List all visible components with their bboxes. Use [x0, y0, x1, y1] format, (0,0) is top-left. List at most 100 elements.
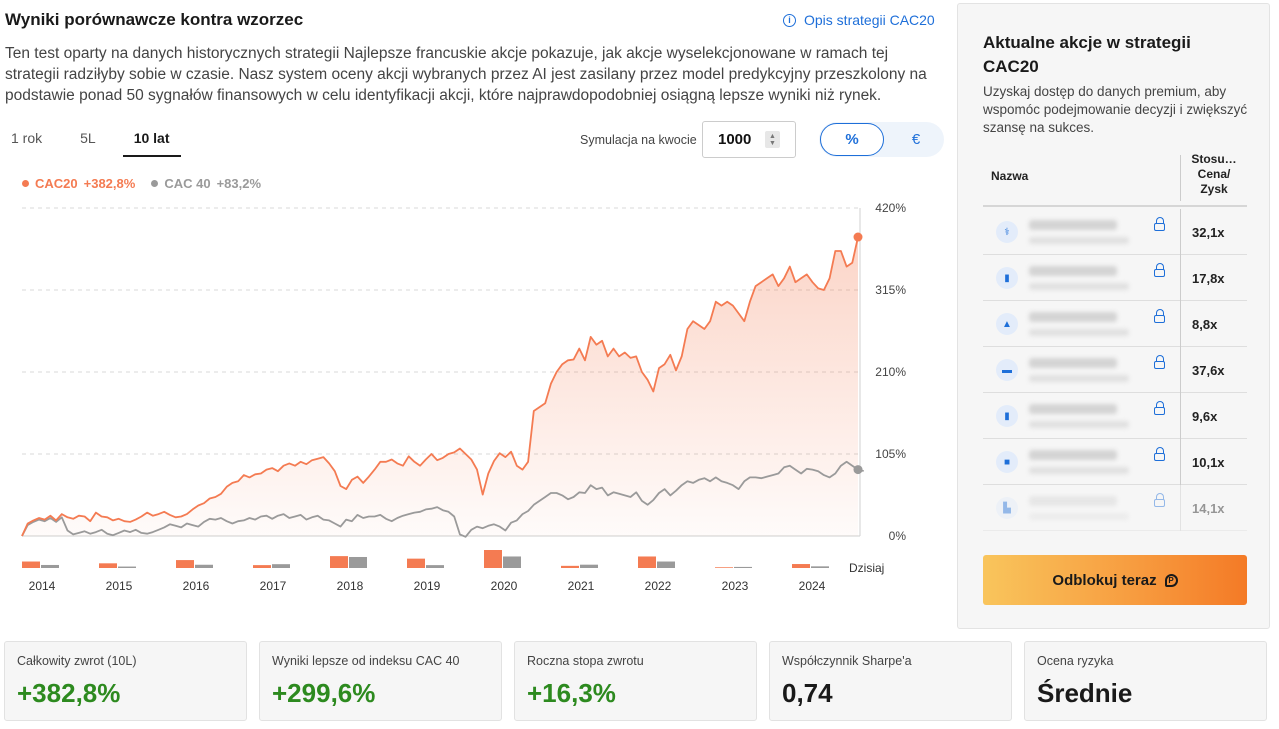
y-tick-label: 420%: [875, 201, 906, 215]
column-name-header[interactable]: Nazwa: [991, 169, 1029, 183]
premium-p-icon: P: [1164, 573, 1178, 587]
blurred-company-detail: [1029, 237, 1129, 244]
year-label: 2015: [106, 579, 133, 593]
blurred-company-name: [1029, 450, 1117, 460]
metric-card: Ocena ryzyka Średnie: [1024, 641, 1267, 721]
lock-icon[interactable]: [1154, 355, 1165, 369]
pe-ratio-value: 8,8x: [1192, 317, 1218, 332]
truck-icon: ■: [996, 451, 1018, 473]
strategy-description-link[interactable]: i Opis strategii CAC20: [783, 12, 935, 28]
annual-bar-cac40: [349, 556, 367, 568]
column-divider: [1180, 439, 1181, 485]
cac20-endpoint: [853, 232, 863, 242]
annual-bar-cac40: [657, 561, 675, 568]
annual-bar-cac20: [792, 564, 810, 568]
simulation-amount-value[interactable]: 1000: [718, 131, 752, 148]
year-label: 2020: [491, 579, 518, 593]
legend-cac40[interactable]: CAC 40 +83,2%: [151, 176, 261, 191]
percent-toggle-button[interactable]: %: [820, 123, 884, 156]
year-label: 2024: [799, 579, 826, 593]
strategy-description: Ten test oparty na danych historycznych …: [5, 45, 927, 104]
panel-description: Uzyskaj dostęp do danych premium, aby ws…: [983, 84, 1248, 135]
column-pe-ratio-header[interactable]: Stosu… Cena/ Zysk: [1191, 152, 1237, 196]
unlock-button-label: Odblokuj teraz: [1052, 571, 1157, 589]
unlock-now-button[interactable]: Odblokuj teraz P: [983, 555, 1247, 605]
today-label: Dzisiaj: [849, 561, 885, 575]
simulation-amount-input[interactable]: 1000 ▲ ▼: [702, 121, 796, 158]
metric-value: +299,6%: [272, 678, 376, 708]
column-divider: [1180, 393, 1181, 439]
building-icon: ▲: [996, 313, 1018, 335]
performance-chart[interactable]: 420% 315% 210% 105% 0% 2014 2015 2016 2017 2018 20…: [0, 190, 950, 600]
holding-row[interactable]: ▲ 8,8x: [983, 301, 1247, 347]
lock-icon[interactable]: [1154, 447, 1165, 461]
cac20-area: [22, 237, 858, 536]
cac20-line: [21, 236, 859, 537]
tab-1-year[interactable]: 1 rok: [11, 130, 43, 146]
amount-stepper-icon[interactable]: ▲ ▼: [765, 131, 780, 148]
annual-bar-cac20: [99, 563, 117, 568]
column-divider: [1180, 301, 1181, 347]
holding-row[interactable]: ▙ 14,1x: [983, 485, 1247, 531]
year-label: 2022: [645, 579, 672, 593]
holdings-table-header: Nazwa Stosu… Cena/ Zysk: [983, 149, 1247, 207]
year-label: 2018: [337, 579, 364, 593]
holding-row[interactable]: ⚕ 32,1x: [983, 209, 1247, 255]
factory-icon: ▙: [996, 497, 1018, 519]
legend-cac40-value: +83,2%: [216, 176, 262, 191]
lock-icon[interactable]: [1154, 309, 1165, 323]
metric-card: Współczynnik Sharpe'a 0,74: [769, 641, 1012, 721]
holding-row[interactable]: ▮ 9,6x: [983, 393, 1247, 439]
metric-value: +16,3%: [527, 678, 616, 708]
lock-icon[interactable]: [1154, 493, 1165, 507]
annual-bar-cac40: [426, 565, 444, 568]
blurred-company-detail: [1029, 467, 1129, 474]
monitor-icon: ▬: [996, 359, 1018, 381]
annual-bar-cac20: [561, 565, 579, 568]
holding-row[interactable]: ■ 10,1x: [983, 439, 1247, 485]
column-divider: [1180, 255, 1181, 301]
cac40-endpoint: [853, 465, 863, 475]
metric-card: Roczna stopa zwrotu +16,3%: [514, 641, 757, 721]
tab-5-years[interactable]: 5L: [80, 130, 96, 146]
metric-label: Roczna stopa zwrotu: [527, 654, 644, 668]
year-label: 2023: [722, 579, 749, 593]
annual-bar-cac20: [176, 560, 194, 568]
holding-row[interactable]: ▬ 37,6x: [983, 347, 1247, 393]
annual-bar-cac20: [253, 565, 271, 568]
lock-icon[interactable]: [1154, 217, 1165, 231]
legend-dot-cac20: [22, 180, 29, 187]
holding-row[interactable]: ▮ 17,8x: [983, 255, 1247, 301]
holdings-table-body: ⚕ 32,1x ▮ 17,8x ▲ 8,8x ▬ 37,6x ▮ 9,6x ■ 10,1x ▙ 14,1x: [983, 209, 1247, 531]
pe-ratio-value: 17,8x: [1192, 271, 1225, 286]
euro-toggle-button[interactable]: €: [911, 131, 921, 148]
lock-icon[interactable]: [1154, 263, 1165, 277]
annual-bar-cac20: [22, 561, 40, 568]
blurred-company-detail: [1029, 283, 1129, 290]
blurred-company-name: [1029, 266, 1117, 276]
metric-label: Współczynnik Sharpe'a: [782, 654, 912, 668]
tab-10-years[interactable]: 10 lat: [122, 124, 181, 157]
column-divider: [1180, 485, 1181, 531]
annual-bar-cac40: [503, 556, 521, 568]
legend-cac20[interactable]: CAC20 +382,8%: [22, 176, 135, 191]
metric-value: Średnie: [1037, 678, 1133, 708]
chart-legend: CAC20 +382,8% CAC 40 +83,2%: [22, 176, 261, 191]
y-tick-label: 210%: [875, 365, 906, 379]
year-label: 2017: [260, 579, 287, 593]
lock-icon[interactable]: [1154, 401, 1165, 415]
annual-bar-cac20: [715, 567, 733, 568]
year-label: 2014: [29, 579, 56, 593]
annual-bar-cac40: [811, 566, 829, 568]
annual-bar-cac20: [638, 556, 656, 568]
phone-icon: ▮: [996, 405, 1018, 427]
annual-bar-cac40: [41, 564, 59, 568]
annual-bar-cac20: [407, 558, 425, 568]
annual-bar-cac40: [272, 564, 290, 568]
blurred-company-name: [1029, 496, 1117, 506]
panel-title: Aktualne akcje w strategii CAC20: [983, 33, 1191, 76]
year-label: 2016: [183, 579, 210, 593]
annual-bar-cac40: [580, 564, 598, 568]
unit-toggle: % €: [819, 122, 944, 157]
blurred-company-detail: [1029, 421, 1129, 428]
